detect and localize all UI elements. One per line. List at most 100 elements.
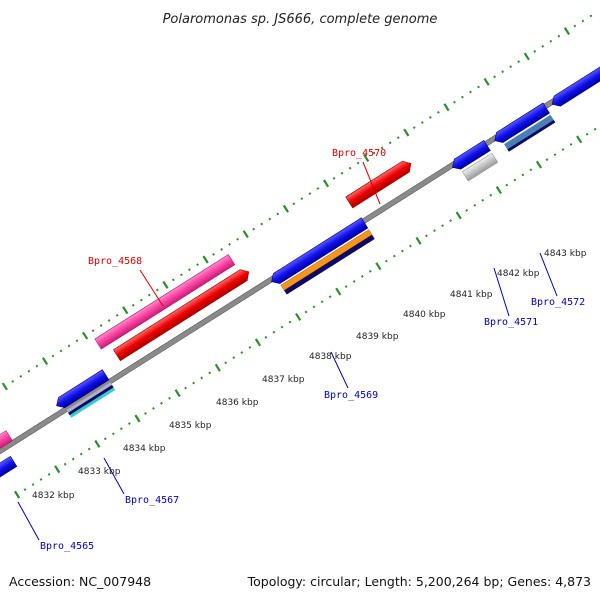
gene-bpro-4569-reverse[interactable]: [268, 217, 369, 287]
outer-ring-minor-tick: [139, 298, 143, 302]
inner-ring-minor-tick: [368, 269, 372, 273]
gene-bpro-4567-band-gray[interactable]: [66, 382, 113, 413]
outer-ring-major-tick: [563, 27, 571, 36]
gene-bpro-4572-band-navy[interactable]: [507, 119, 556, 152]
inner-ring-minor-tick: [63, 462, 67, 466]
outer-ring-minor-tick: [27, 369, 31, 373]
inner-ring-major-tick: [174, 389, 181, 398]
gene-label-bpro-4570[interactable]: Bpro_4570: [332, 148, 386, 159]
outer-ring-minor-tick: [493, 75, 496, 79]
gene-bpro-4569-band-navy[interactable]: [284, 234, 375, 295]
gene-label-bpro-4569[interactable]: Bpro_4569: [324, 390, 378, 401]
inner-ring-minor-tick: [288, 320, 292, 324]
gene-reverse-right-edge[interactable]: [549, 62, 600, 109]
inner-ring-minor-tick: [393, 254, 396, 258]
outer-ring-major-tick: [1, 382, 8, 391]
gene-reverse-left-edge[interactable]: [0, 455, 18, 481]
inner-ring-minor-tick: [505, 183, 509, 187]
inner-ring-minor-tick: [31, 483, 35, 486]
inner-ring-minor-tick: [384, 259, 388, 263]
outer-ring-minor-tick: [388, 141, 392, 145]
outer-ring-minor-tick: [517, 60, 521, 63]
outer-ring-minor-tick: [380, 146, 384, 150]
gene-bpro-4572-reverse[interactable]: [491, 102, 550, 146]
inner-ring-minor-tick: [481, 198, 485, 202]
outer-ring-minor-tick: [477, 85, 480, 89]
outer-ring-minor-tick: [236, 237, 240, 241]
outer-ring-minor-tick: [541, 44, 545, 48]
inner-ring-major-tick: [214, 363, 221, 372]
inner-ring-minor-tick: [441, 224, 444, 228]
scale-label-4836: 4836 kbp: [216, 398, 259, 408]
outer-ring-minor-tick: [396, 136, 400, 140]
gene-bpro-4571-gray[interactable]: [461, 152, 499, 182]
inner-ring-minor-tick: [192, 381, 196, 385]
inner-tick-ring: [13, 127, 597, 499]
gene-bpro-4571-reverse[interactable]: [449, 139, 491, 172]
scale-label-4841: 4841 kbp: [450, 290, 493, 300]
gene-label-bpro-4567[interactable]: Bpro_4567: [125, 495, 179, 506]
gene-bpro-4570-forward[interactable]: [345, 158, 415, 209]
outer-ring-minor-tick: [180, 273, 183, 277]
outer-ring-minor-tick: [292, 202, 296, 206]
inner-ring-major-tick: [13, 490, 21, 499]
gene-bpro-4568-forward[interactable]: [94, 254, 236, 350]
outer-ring-minor-tick: [469, 90, 472, 94]
gene-bpro-4572-band-steel[interactable]: [504, 114, 554, 150]
outer-ring-minor-tick: [115, 314, 119, 317]
inner-ring-minor-tick: [87, 447, 91, 451]
scale-label-4832: 4832 kbp: [32, 491, 75, 501]
accession-text: Accession: NC_007948: [9, 574, 151, 589]
inner-ring-minor-tick: [79, 452, 83, 456]
outer-ring-minor-tick: [533, 50, 537, 53]
inner-ring-minor-tick: [39, 478, 43, 481]
outer-ring-major-tick: [523, 52, 530, 61]
inner-ring-minor-tick: [264, 335, 268, 339]
gene-label-bpro-4565[interactable]: Bpro_4565: [40, 541, 94, 552]
outer-ring-minor-tick: [589, 14, 593, 18]
inner-ring-minor-tick: [585, 132, 589, 136]
inner-ring-minor-tick: [328, 295, 332, 299]
inner-ring-minor-tick: [473, 203, 477, 207]
outer-ring-minor-tick: [67, 344, 71, 348]
gene-label-bpro-4572[interactable]: Bpro_4572: [531, 297, 585, 308]
inner-ring-minor-tick: [561, 148, 565, 151]
gene-bpro-4567-band-cyan[interactable]: [69, 387, 116, 418]
outer-ring-minor-tick: [212, 253, 215, 256]
inner-ring-minor-tick: [489, 193, 493, 197]
gene-bpro-4567-band-navy[interactable]: [68, 384, 114, 416]
inner-ring-major-tick: [134, 414, 141, 423]
scale-label-4833: 4833 kbp: [78, 467, 121, 477]
outer-ring-minor-tick: [220, 248, 223, 251]
outer-ring-minor-tick: [461, 95, 464, 99]
outer-ring-minor-tick: [172, 278, 175, 282]
inner-ring-major-tick: [415, 236, 422, 245]
inner-ring-minor-tick: [545, 158, 549, 162]
leader-line-bpro-4571: [493, 267, 510, 317]
inner-ring-minor-tick: [200, 376, 204, 380]
outer-ring-minor-tick: [260, 222, 264, 226]
gene-pink-left-edge[interactable]: [0, 430, 13, 461]
inner-ring-minor-tick: [304, 310, 308, 314]
gene-label-bpro-4568[interactable]: Bpro_4568: [88, 256, 142, 267]
outer-ring-minor-tick: [51, 354, 55, 358]
inner-ring-minor-tick: [160, 401, 163, 405]
gene-label-bpro-4571[interactable]: Bpro_4571: [484, 317, 538, 328]
inner-ring-minor-tick: [425, 234, 428, 238]
gene-red-forward-2[interactable]: [113, 266, 252, 362]
inner-ring-minor-tick: [232, 356, 236, 360]
scale-label-4840: 4840 kbp: [403, 310, 446, 320]
outer-ring-minor-tick: [316, 187, 320, 190]
inner-ring-major-tick: [54, 465, 61, 474]
inner-ring-major-tick: [295, 312, 302, 321]
gene-bpro-4567-reverse[interactable]: [53, 369, 110, 411]
gene-leader-lines: [17, 161, 558, 541]
outer-ring-minor-tick: [436, 110, 440, 114]
outer-ring-minor-tick: [453, 100, 456, 104]
outer-ring-major-tick: [41, 357, 49, 366]
outer-ring-major-tick: [483, 77, 490, 86]
inner-ring-minor-tick: [312, 305, 316, 309]
inner-ring-minor-tick: [513, 178, 517, 182]
inner-ring-major-tick: [375, 262, 382, 271]
inner-ring-minor-tick: [23, 488, 27, 491]
